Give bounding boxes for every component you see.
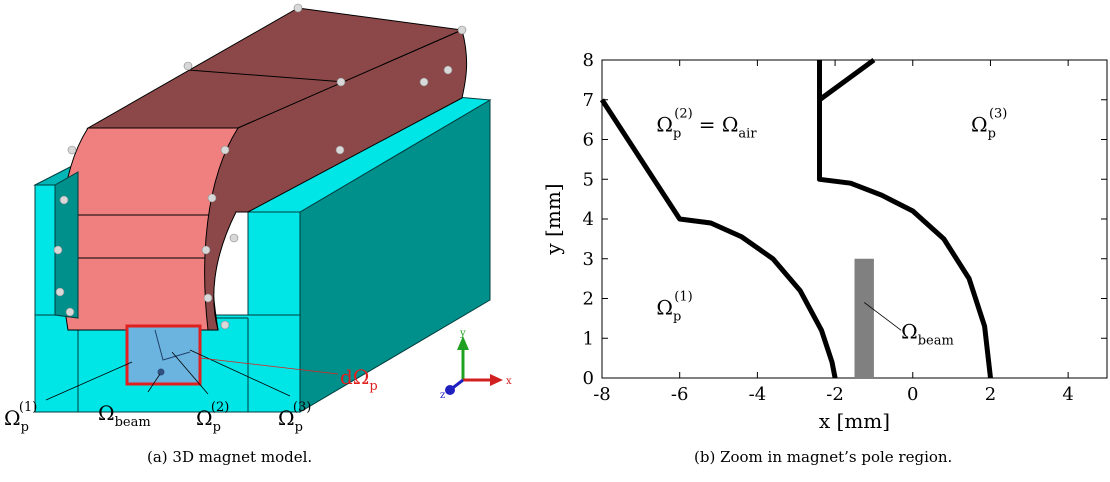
- y-tick-label: 3: [583, 249, 594, 270]
- y-axis-label: y [mm]: [541, 183, 565, 255]
- leader-lines: [45, 349, 291, 401]
- boundary-d-omega: [125, 324, 202, 386]
- axes-triad: y x z: [440, 328, 512, 401]
- coil-right-side: [204, 29, 468, 331]
- y-tick-label: 1: [583, 328, 594, 349]
- axis-ticks: -8 -6 -4 -2 0 2 4 0 1 2 3 4 5 6 7 8: [583, 50, 1107, 405]
- yoke-left-inner: [54, 171, 79, 319]
- label-omega-p3-zoom: Ωp(3): [971, 107, 1007, 142]
- field-arrows: [53, 3, 467, 330]
- x-tick-label: 4: [1062, 384, 1073, 405]
- caption-panel-a: (a) 3D magnet model.: [147, 448, 313, 466]
- beam-rectangle: [854, 258, 874, 378]
- boundary-curve-1: [599, 98, 838, 379]
- label-omega-p2: Ωp(2): [196, 400, 229, 435]
- x-tick-label: -6: [671, 384, 689, 405]
- label-omega-beam-zoom: Ωbeam: [901, 319, 954, 348]
- boundary-curve-2: [817, 60, 993, 379]
- x-tick-label: -2: [826, 384, 844, 405]
- panel-3d-magnet-model: Ωp(1) Ωbeam Ωp(2) Ωp(3) dΩp y x z: [0, 0, 540, 478]
- beam-leader-line: [863, 302, 902, 331]
- x-tick-label: -8: [593, 384, 611, 405]
- y-tick-label: 7: [583, 90, 594, 111]
- y-tick-label: 8: [583, 50, 594, 71]
- y-tick-label: 2: [583, 289, 594, 310]
- y-tick-label: 5: [583, 169, 594, 190]
- pole-profile: [154, 329, 191, 361]
- x-tick-label: -4: [749, 384, 767, 405]
- y-tick-label: 6: [583, 130, 594, 151]
- label-omega-p2-air: Ωp(2) = Ωair: [656, 107, 757, 142]
- caption-panel-b: (b) Zoom in magnet’s pole region.: [694, 448, 953, 466]
- label-omega-beam: Ωbeam: [98, 401, 151, 430]
- triad-y-label: y: [459, 328, 466, 339]
- label-omega-p3: Ωp(3): [278, 400, 311, 435]
- magnet-3d-illustration: Ωp(1) Ωbeam Ωp(2) Ωp(3) dΩp y x z: [4, 3, 512, 435]
- pole-region-plot: -8 -6 -4 -2 0 2 4 0 1 2 3 4 5 6 7 8 x [mm] y [mm] Ωp(2)…: [541, 50, 1108, 433]
- boundary-curves: [599, 57, 993, 379]
- panel-zoom-pole-region: -8 -6 -4 -2 0 2 4 0 1 2 3 4 5 6 7 8 x [mm] y [mm] Ωp(2)…: [540, 0, 1110, 478]
- coil-top-seam: [187, 69, 346, 83]
- yoke-left-front: [34, 184, 56, 316]
- triad-z-label: z: [440, 390, 445, 401]
- label-omega-p1: Ωp(1): [4, 400, 37, 435]
- label-d-omega-p: dΩp: [340, 365, 378, 394]
- x-tick-label: 0: [907, 384, 918, 405]
- boundary-curve-3: [818, 57, 876, 102]
- leader-d-omega: [199, 357, 339, 375]
- x-tick-label: 2: [985, 384, 996, 405]
- y-tick-label: 0: [583, 368, 594, 389]
- region-annotations: Ωp(2) = Ωair Ωp(3) Ωp(1) Ωbeam: [656, 107, 1007, 349]
- label-omega-p1-zoom: Ωp(1): [656, 289, 692, 324]
- y-tick-label: 4: [583, 209, 594, 230]
- beam-marker: [157, 368, 165, 376]
- x-axis-label: x [mm]: [819, 409, 890, 433]
- pole-cavity: [127, 326, 200, 384]
- triad-x-label: x: [506, 376, 512, 387]
